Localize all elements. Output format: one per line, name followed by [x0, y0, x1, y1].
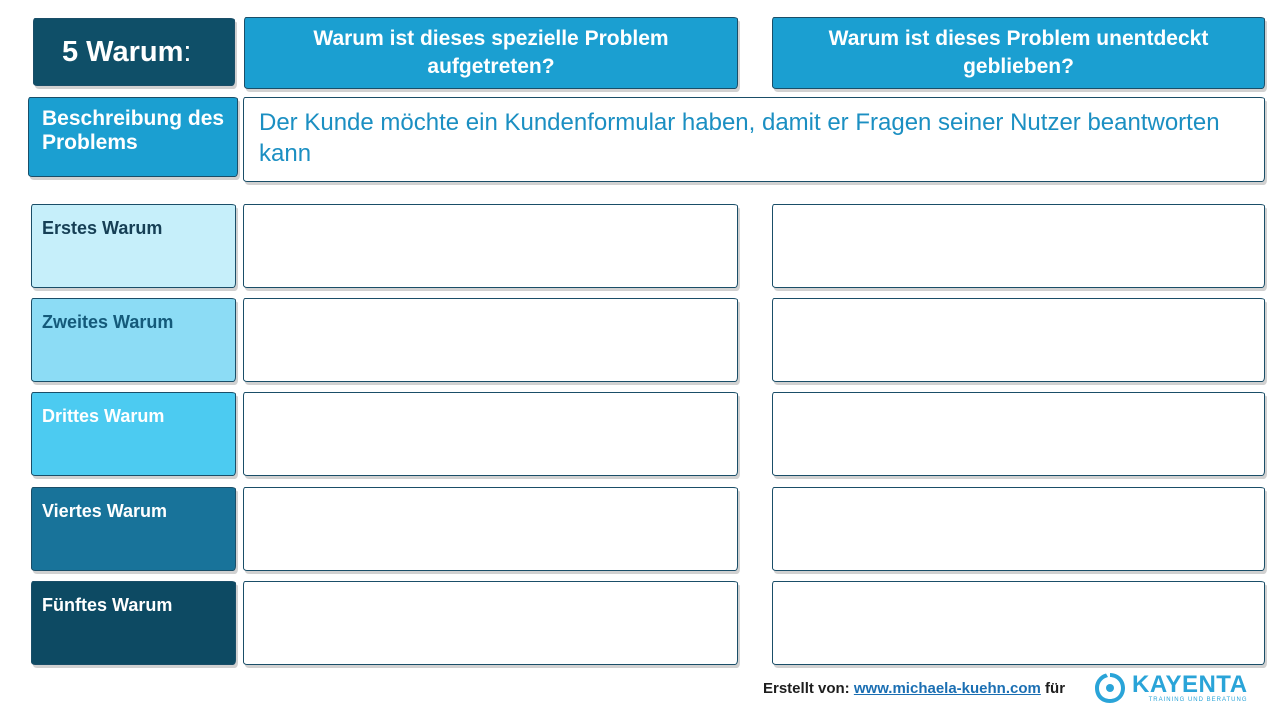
answer-cell-row3-col2[interactable]	[772, 392, 1265, 476]
kayenta-logo: KAYENTA TRAINING UND BERATUNG	[1093, 668, 1263, 708]
logo-wordmark: KAYENTA	[1132, 671, 1248, 698]
page-title: 5 Warum:	[33, 18, 235, 86]
row-label-2: Zweites Warum	[31, 298, 236, 382]
answer-cell-row4-col1[interactable]	[243, 487, 738, 571]
footer-prefix: Erstellt von:	[763, 680, 850, 697]
row-label-1: Erstes Warum	[31, 204, 236, 288]
answer-cell-row1-col2[interactable]	[772, 204, 1265, 288]
column-header-text: Warum ist dieses spezielle Problem aufge…	[313, 27, 669, 78]
row-label-text: Viertes Warum	[42, 501, 168, 521]
row-label-4: Viertes Warum	[31, 487, 236, 571]
problem-description-field[interactable]: Der Kunde möchte ein Kundenformular habe…	[243, 97, 1265, 182]
answer-cell-row3-col1[interactable]	[243, 392, 738, 476]
answer-cell-row5-col2[interactable]	[772, 581, 1265, 665]
row-label-text: Drittes Warum	[42, 406, 165, 426]
problem-label-text: Beschreibung des Problems	[42, 107, 225, 154]
title-text: 5 Warum	[62, 35, 184, 68]
answer-cell-row5-col1[interactable]	[243, 581, 738, 665]
row-label-text: Zweites Warum	[42, 312, 174, 332]
answer-cell-row4-col2[interactable]	[772, 487, 1265, 571]
row-label-3: Drittes Warum	[31, 392, 236, 476]
title-colon: :	[183, 35, 192, 68]
column-header-text: Warum ist dieses Problem unentdeckt gebl…	[828, 27, 1209, 78]
row-label-text: Erstes Warum	[42, 218, 163, 238]
answer-cell-row2-col2[interactable]	[772, 298, 1265, 382]
logo-tagline: TRAINING UND BERATUNG	[1148, 697, 1248, 703]
footer-link[interactable]: www.michaela-kuehn.com	[853, 680, 1041, 697]
answer-cell-row1-col1[interactable]	[243, 204, 738, 288]
answer-cell-row2-col1[interactable]	[243, 298, 738, 382]
row-label-5: Fünftes Warum	[31, 581, 236, 665]
footer-credit: Erstellt von: www.michaela-kuehn.com für	[763, 680, 1065, 697]
problem-text: Der Kunde möchte ein Kundenformular habe…	[259, 109, 1220, 167]
footer-suffix: für	[1045, 680, 1066, 697]
column-header-problem-undetected: Warum ist dieses Problem unentdeckt gebl…	[772, 17, 1265, 89]
kayenta-logo-icon	[1095, 673, 1125, 703]
problem-description-label: Beschreibung des Problems	[28, 97, 238, 177]
column-header-problem-occurred: Warum ist dieses spezielle Problem aufge…	[244, 17, 738, 89]
row-label-text: Fünftes Warum	[42, 595, 173, 615]
